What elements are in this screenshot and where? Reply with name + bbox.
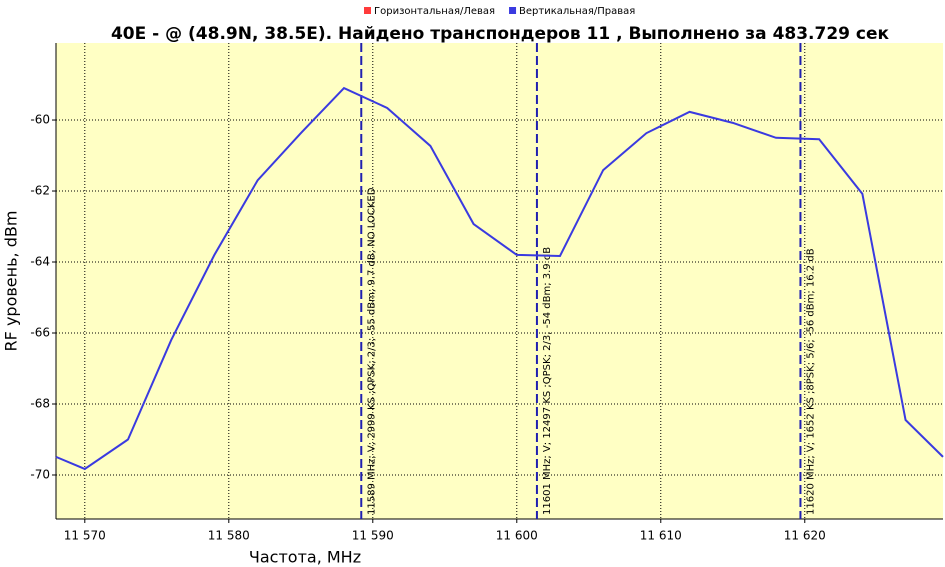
legend-swatch: [509, 7, 517, 14]
legend-label: Горизонтальная/Левая: [374, 6, 495, 17]
chart-title: 40E - @ (48.9N, 38.5E). Найдено транспон…: [111, 24, 890, 44]
y-tick-label: -70: [30, 467, 50, 481]
y-tick-label: -62: [30, 184, 50, 198]
transponder-label: 11589 MHz; V; 2999 KS ;QPSK; 2/3; -55 dB…: [366, 187, 377, 515]
transponder-label: 11620 MHz; V; 1652 KS ;8PSK; 5/6; -56 dB…: [805, 248, 816, 515]
plot-area: [56, 43, 943, 519]
series-line: [55, 86, 944, 471]
legend-label: Вертикальная/Правая: [519, 6, 635, 17]
transponder-label: 11601 MHz; V; 12497 KS ;QPSK; 2/3; -54 d…: [542, 247, 553, 515]
x-tick-label: 11 590: [352, 529, 394, 543]
legend-swatch: [364, 7, 371, 14]
y-tick-label: -66: [30, 326, 50, 340]
x-tick-label: 11 570: [64, 529, 106, 543]
x-tick-label: 11 620: [784, 529, 826, 543]
y-axis-label: RF уровень, dBm: [2, 211, 21, 352]
y-tick-label: -60: [30, 113, 50, 127]
x-axis-label: Частота, MHz: [249, 548, 361, 567]
x-tick-label: 11 600: [496, 529, 538, 543]
x-tick-label: 11 580: [208, 529, 250, 543]
y-tick-label: -68: [30, 396, 50, 410]
y-tick-label: -64: [30, 255, 50, 269]
x-tick-label: 11 610: [640, 529, 682, 543]
